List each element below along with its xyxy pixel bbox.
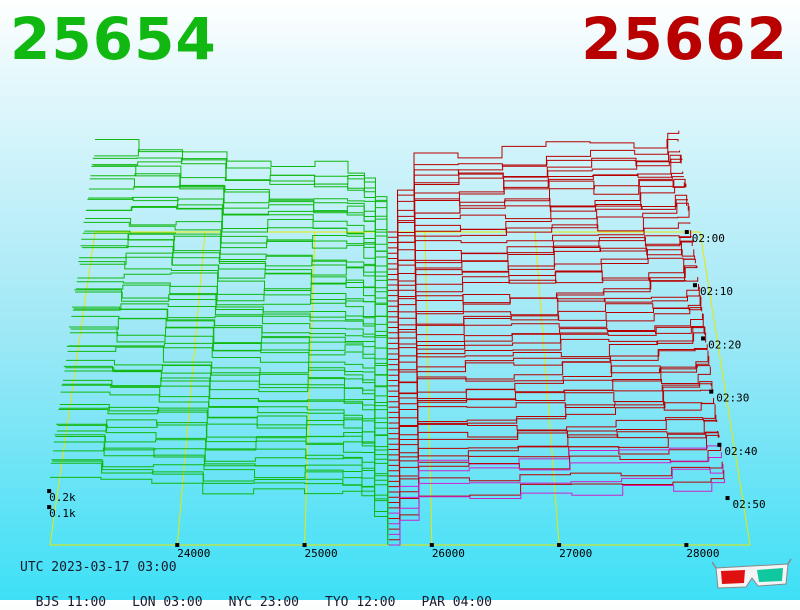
bid-depth-line — [51, 459, 389, 535]
bid-depth-line — [62, 383, 389, 461]
grid-line-price — [304, 231, 316, 546]
ask-depth-line — [388, 313, 703, 397]
time-tick — [684, 230, 689, 234]
tz-nyc: NYC 23:00 — [228, 595, 300, 610]
grid-line-price — [176, 231, 206, 546]
bid-depth-line — [76, 281, 388, 360]
price-tick — [557, 543, 562, 547]
bid-depth-line — [56, 419, 389, 498]
depth-tick-label: 0.1k — [49, 507, 76, 520]
time-tick — [709, 389, 714, 394]
bid-depth-line — [80, 245, 388, 333]
bid-depth-line — [75, 284, 388, 365]
bid-price: 25654 — [10, 5, 217, 73]
bid-depth-line — [75, 291, 388, 370]
ask-depth-line — [388, 478, 726, 546]
ask-price: 25662 — [581, 5, 788, 73]
bid-depth-line — [81, 238, 388, 328]
bid-depth-line — [68, 342, 388, 418]
bid-depth-line — [69, 326, 388, 413]
bid-depth-line — [56, 423, 389, 503]
price-tick — [302, 543, 307, 547]
tz-lon: LON 03:00 — [132, 595, 203, 610]
grid-line-price — [424, 231, 433, 546]
bid-depth-line — [61, 384, 389, 466]
time-tick — [725, 496, 730, 501]
price-tick-label: 24000 — [177, 547, 210, 560]
price-tick-label: 26000 — [432, 547, 465, 560]
price-tick — [175, 543, 180, 547]
bid-depth-line — [84, 230, 388, 307]
ask-depth-line — [388, 326, 706, 413]
bid-depth-line — [63, 365, 389, 450]
chart-axes: 24000 25000 26000 27000 28000 02:00 02:10 02:20… — [47, 230, 766, 560]
bid-depth-line — [87, 196, 388, 286]
time-tick-label: 02:50 — [733, 498, 766, 511]
bid-depth-line — [91, 165, 388, 259]
time-tick-label: 02:10 — [700, 285, 733, 298]
ask-depth-line — [388, 347, 707, 424]
bid-depth-line — [72, 306, 388, 392]
bid-depth-line — [95, 139, 388, 232]
bid-depth-line — [67, 346, 388, 423]
price-tick — [684, 543, 689, 547]
bid-depth-line — [53, 447, 389, 524]
price-tick — [429, 543, 434, 547]
bid-depth-line — [69, 326, 388, 408]
ask-depth-line — [387, 176, 685, 270]
3d-glasses-icon[interactable] — [712, 558, 792, 592]
bid-depth-line — [82, 233, 388, 323]
bid-depth-line — [72, 308, 388, 386]
bid-depth-line — [86, 204, 388, 291]
ask-depth-line — [388, 294, 701, 382]
price-tick-label: 25000 — [305, 547, 338, 560]
bid-depth-line — [83, 221, 388, 312]
depth-lines — [50, 130, 726, 546]
bid-depth-line — [88, 197, 388, 280]
time-tick-label: 02:00 — [692, 232, 725, 245]
tz-bjs: BJS 11:00 — [35, 595, 107, 610]
bid-depth-line — [70, 317, 388, 402]
bid-depth-line — [82, 232, 388, 317]
time-tick-label: 02:40 — [724, 445, 757, 458]
time-tick — [701, 336, 706, 341]
bid-depth-line — [50, 476, 389, 545]
bid-depth-line — [78, 256, 388, 344]
bid-depth-line — [53, 441, 389, 519]
timezone-row: BJS 11:00 LON 03:00 NYC 23:00 TYO 12:00 PAR … — [20, 580, 518, 610]
utc-time: UTC 2023-03-17 03:00 — [20, 560, 177, 575]
bid-depth-line — [52, 460, 389, 530]
bid-depth-line — [66, 345, 388, 429]
bid-depth-line — [91, 164, 388, 254]
bid-depth-line — [60, 391, 389, 471]
time-tick — [692, 283, 697, 288]
depth-tick — [47, 505, 52, 510]
bid-depth-line — [85, 206, 388, 296]
bid-depth-line — [71, 315, 388, 397]
time-tick-label: 02:30 — [716, 392, 749, 405]
time-tick — [717, 442, 722, 447]
bid-depth-line — [57, 422, 389, 492]
tz-tyo: TYO 12:00 — [325, 595, 396, 610]
depth-tick-label: 0.2k — [49, 491, 76, 504]
bid-depth-line — [73, 303, 388, 381]
price-tick-label: 27000 — [559, 547, 592, 560]
price-tick-label: 28000 — [686, 547, 719, 560]
bid-depth-line — [79, 252, 388, 339]
bid-depth-line — [55, 435, 389, 508]
bid-depth-line — [92, 157, 388, 248]
grid-floor — [49, 231, 751, 546]
bid-depth-line — [50, 462, 389, 540]
tz-par: PAR 04:00 — [421, 595, 492, 610]
depth-tick — [47, 489, 52, 494]
time-tick-label: 02:20 — [708, 338, 741, 351]
